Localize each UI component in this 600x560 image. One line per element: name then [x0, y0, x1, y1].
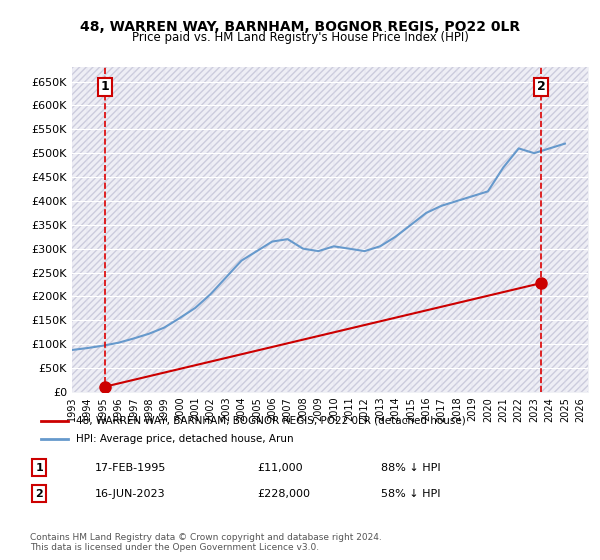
- Text: 1: 1: [35, 463, 43, 473]
- Text: 88% ↓ HPI: 88% ↓ HPI: [381, 463, 440, 473]
- Text: 16-JUN-2023: 16-JUN-2023: [95, 488, 166, 498]
- Text: This data is licensed under the Open Government Licence v3.0.: This data is licensed under the Open Gov…: [30, 543, 319, 552]
- Text: 2: 2: [35, 488, 43, 498]
- Text: Price paid vs. HM Land Registry's House Price Index (HPI): Price paid vs. HM Land Registry's House …: [131, 31, 469, 44]
- Text: 2: 2: [537, 80, 545, 93]
- Text: £228,000: £228,000: [257, 488, 310, 498]
- Text: Contains HM Land Registry data © Crown copyright and database right 2024.: Contains HM Land Registry data © Crown c…: [30, 533, 382, 542]
- Text: 48, WARREN WAY, BARNHAM, BOGNOR REGIS, PO22 0LR (detached house): 48, WARREN WAY, BARNHAM, BOGNOR REGIS, P…: [76, 416, 466, 426]
- Text: 48, WARREN WAY, BARNHAM, BOGNOR REGIS, PO22 0LR: 48, WARREN WAY, BARNHAM, BOGNOR REGIS, P…: [80, 20, 520, 34]
- Text: 58% ↓ HPI: 58% ↓ HPI: [381, 488, 440, 498]
- Text: 1: 1: [100, 80, 109, 93]
- Text: HPI: Average price, detached house, Arun: HPI: Average price, detached house, Arun: [76, 434, 293, 444]
- Text: £11,000: £11,000: [257, 463, 302, 473]
- Text: 17-FEB-1995: 17-FEB-1995: [95, 463, 166, 473]
